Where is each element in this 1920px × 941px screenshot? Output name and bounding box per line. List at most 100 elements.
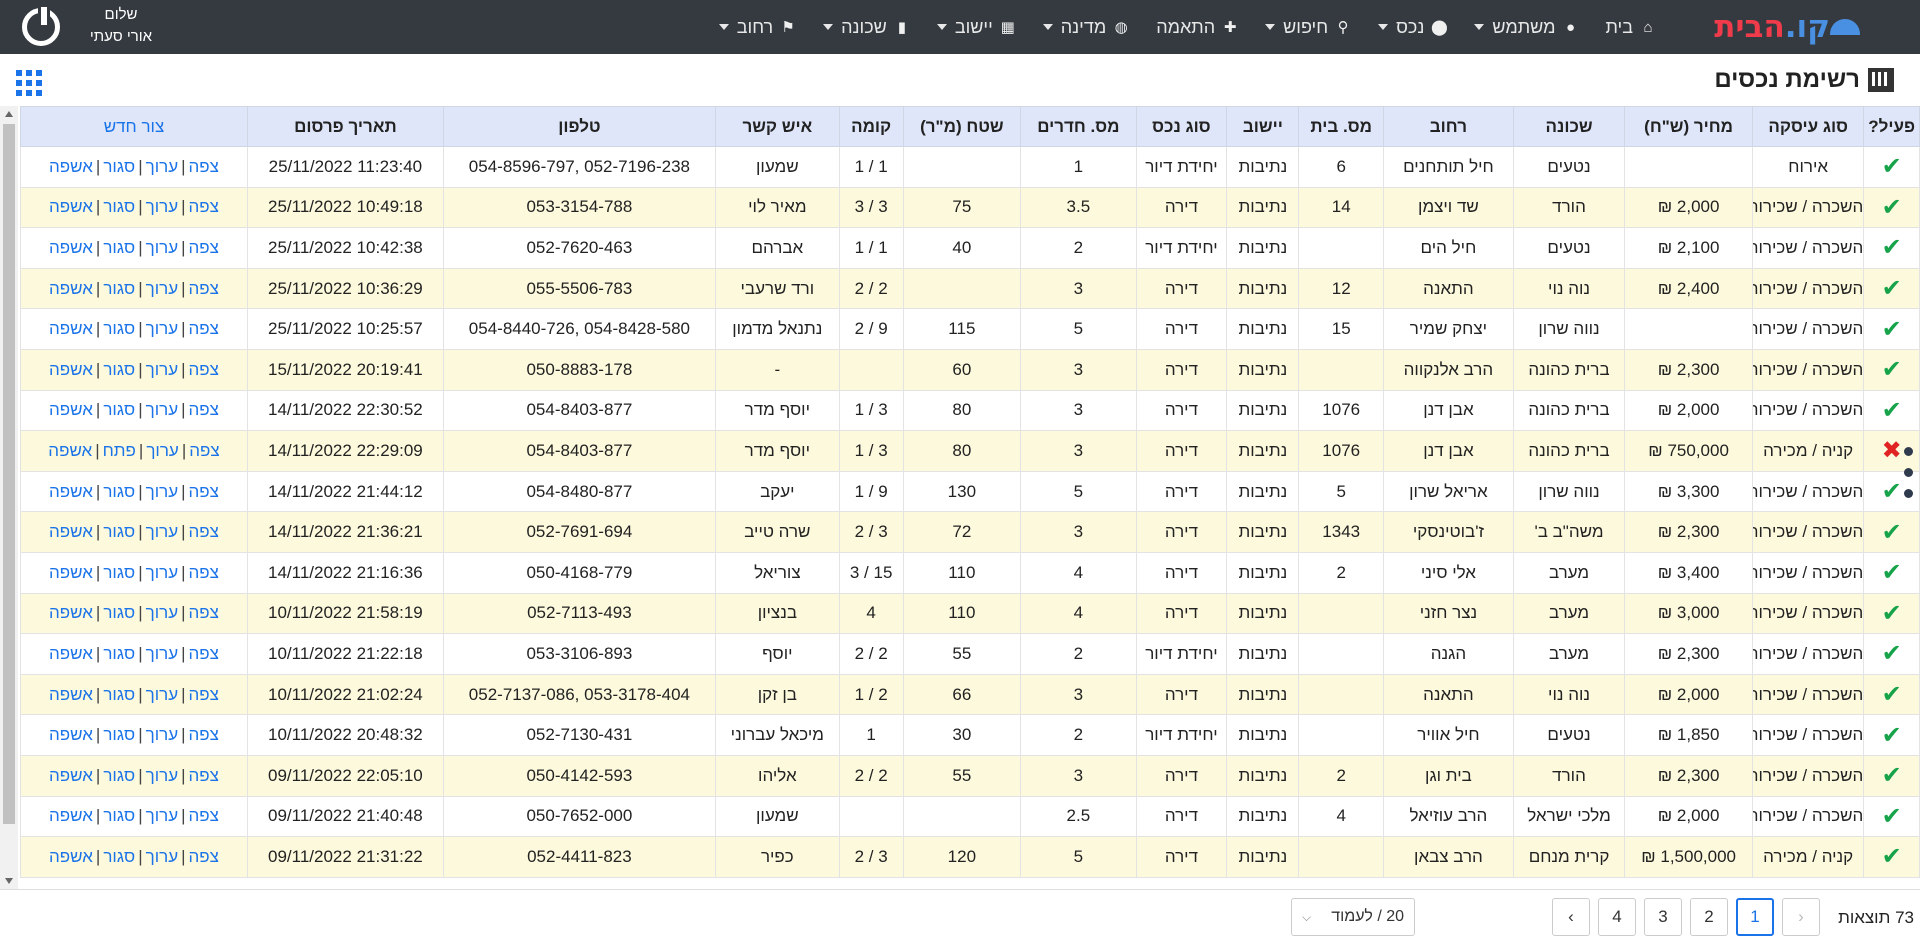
edit-link[interactable]: ערוך (145, 765, 179, 785)
view-link[interactable]: צפה (188, 725, 219, 745)
edit-link[interactable]: ערוך (145, 481, 179, 501)
edit-link[interactable]: ערוך (145, 562, 179, 582)
close-link[interactable]: סגור (103, 765, 136, 785)
view-link[interactable]: צפה (188, 522, 219, 542)
close-link[interactable]: סגור (103, 481, 136, 501)
close-link[interactable]: סגור (103, 197, 136, 217)
edit-link[interactable]: ערוך (145, 197, 179, 217)
edit-link[interactable]: ערוך (145, 359, 179, 379)
edit-link[interactable]: ערוך (145, 643, 179, 663)
view-link[interactable]: צפה (188, 481, 219, 501)
per-page-select[interactable]: 20 / לעמוד ⌵ (1291, 898, 1415, 936)
separator: | (181, 440, 187, 460)
confirm-link[interactable]: אשפה (49, 237, 93, 257)
close-link[interactable]: סגור (103, 522, 136, 542)
view-link[interactable]: צפה (188, 806, 219, 826)
create-new-link[interactable]: צור חדש (20, 106, 248, 147)
edit-link[interactable]: ערוך (145, 603, 179, 623)
page-button[interactable]: 2 (1690, 898, 1728, 936)
view-link[interactable]: צפה (188, 846, 219, 866)
edit-link[interactable]: ערוך (145, 156, 179, 176)
view-link[interactable]: צפה (188, 400, 219, 420)
grid-menu-icon[interactable] (16, 70, 42, 96)
logo[interactable]: קו. הבית (1714, 9, 1866, 45)
close-link[interactable]: סגור (103, 319, 136, 339)
scroll-up-icon[interactable] (5, 111, 13, 117)
confirm-link[interactable]: אשפה (49, 562, 93, 582)
confirm-link[interactable]: אשפה (49, 684, 93, 704)
confirm-link[interactable]: אשפה (49, 278, 93, 298)
edit-link[interactable]: ערוך (146, 440, 179, 460)
confirm-link[interactable]: אשפה (49, 725, 93, 745)
close-link[interactable]: סגור (103, 806, 136, 826)
next-page-button[interactable]: › (1552, 898, 1590, 936)
nav-item-puzzle[interactable]: ✚ התאמה (1143, 17, 1252, 38)
view-link[interactable]: צפה (188, 684, 219, 704)
view-link[interactable]: צפה (188, 197, 219, 217)
view-link[interactable]: צפה (188, 765, 219, 785)
nav-item-home[interactable]: ⌂ בית (1592, 17, 1670, 38)
open-link[interactable]: פתח (102, 440, 136, 460)
vertical-scrollbar[interactable] (0, 106, 18, 889)
nav-item-map-pin[interactable]: ⬤ נכס (1365, 17, 1461, 38)
confirm-link[interactable]: אשפה (49, 846, 93, 866)
edit-link[interactable]: ערוך (145, 725, 179, 745)
user-info: שלום אורי סעתי (86, 4, 156, 48)
view-link[interactable]: צפה (188, 359, 219, 379)
nav-item-globe[interactable]: ◍ מדינה (1030, 17, 1143, 38)
edit-link[interactable]: ערוך (145, 319, 179, 339)
view-link[interactable]: צפה (188, 319, 219, 339)
view-link[interactable]: צפה (188, 156, 219, 176)
confirm-link[interactable]: אשפה (48, 440, 93, 460)
close-link[interactable]: סגור (103, 156, 136, 176)
view-link[interactable]: צפה (188, 562, 219, 582)
confirm-link[interactable]: אשפה (49, 359, 93, 379)
edit-link[interactable]: ערוך (145, 400, 179, 420)
nav-item-search[interactable]: ⚲ חיפוש (1252, 17, 1365, 38)
prev-page-button[interactable]: ‹ (1782, 898, 1820, 936)
confirm-link[interactable]: אשפה (49, 400, 93, 420)
dots-icon[interactable] (1904, 447, 1914, 510)
scroll-down-icon[interactable] (5, 878, 13, 884)
confirm-link[interactable]: אשפה (49, 522, 93, 542)
close-link[interactable]: סגור (103, 603, 136, 623)
close-link[interactable]: סגור (103, 400, 136, 420)
confirm-link[interactable]: אשפה (49, 319, 93, 339)
confirm-link[interactable]: אשפה (49, 643, 93, 663)
confirm-link[interactable]: אשפה (49, 197, 93, 217)
edit-link[interactable]: ערוך (145, 237, 179, 257)
confirm-link[interactable]: אשפה (49, 603, 93, 623)
edit-link[interactable]: ערוך (145, 684, 179, 704)
power-icon[interactable] (22, 4, 60, 46)
close-link[interactable]: סגור (103, 684, 136, 704)
close-link[interactable]: סגור (103, 643, 136, 663)
confirm-link[interactable]: אשפה (49, 481, 93, 501)
scroll-thumb[interactable] (3, 124, 15, 824)
edit-link[interactable]: ערוך (145, 522, 179, 542)
close-link[interactable]: סגור (103, 725, 136, 745)
confirm-link[interactable]: אשפה (49, 765, 93, 785)
close-link[interactable]: סגור (103, 278, 136, 298)
page-button[interactable]: 4 (1598, 898, 1636, 936)
close-link[interactable]: סגור (103, 359, 136, 379)
edit-link[interactable]: ערוך (145, 806, 179, 826)
page-button[interactable]: 3 (1644, 898, 1682, 936)
close-link[interactable]: סגור (103, 562, 136, 582)
view-link[interactable]: צפה (188, 278, 219, 298)
confirm-link[interactable]: אשפה (49, 156, 93, 176)
nav-item-city[interactable]: ▦ יישוב (924, 17, 1030, 38)
edit-link[interactable]: ערוך (145, 846, 179, 866)
nav-item-sign[interactable]: ⚑ רחוב (706, 17, 810, 38)
nav-item-building[interactable]: ▮ שכונה (810, 17, 924, 38)
view-link[interactable]: צפה (188, 237, 219, 257)
close-link[interactable]: סגור (103, 237, 136, 257)
view-link[interactable]: צפה (188, 643, 219, 663)
page-button[interactable]: 1 (1736, 898, 1774, 936)
confirm-link[interactable]: אשפה (49, 806, 93, 826)
view-link[interactable]: צפה (188, 603, 219, 623)
nav-item-user[interactable]: ● משתמש (1461, 17, 1592, 38)
close-link[interactable]: סגור (103, 846, 136, 866)
edit-link[interactable]: ערוך (145, 278, 179, 298)
separator: | (181, 400, 186, 420)
view-link[interactable]: צפה (189, 440, 220, 460)
